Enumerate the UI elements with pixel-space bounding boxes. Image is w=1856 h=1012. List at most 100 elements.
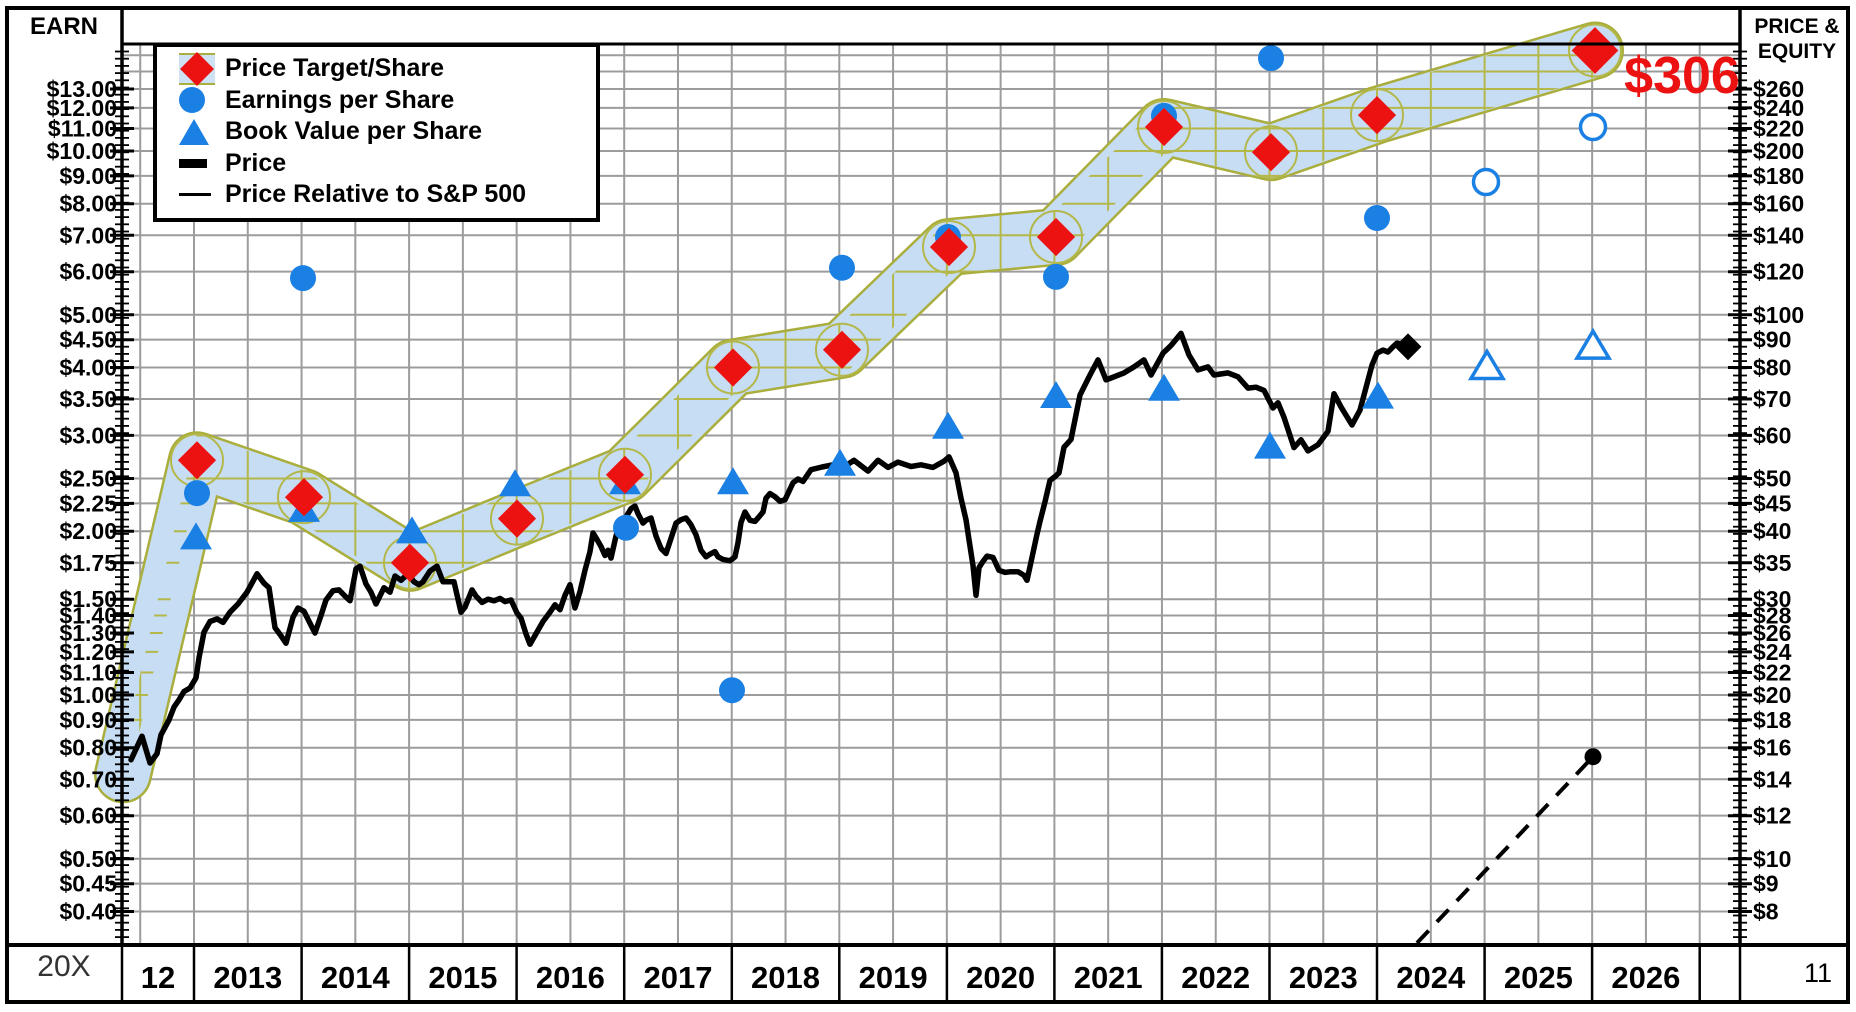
svg-text:$140: $140 [1753,222,1804,248]
right-axis-title-line2: EQUITY [1757,40,1837,63]
svg-text:2019: 2019 [859,960,928,995]
svg-text:12: 12 [141,960,175,995]
svg-text:$160: $160 [1753,191,1804,217]
page-number: 11 [1804,958,1833,988]
svg-text:$0.40: $0.40 [59,899,117,925]
svg-text:$220: $220 [1753,116,1804,142]
svg-text:$4.00: $4.00 [59,355,117,381]
svg-text:$26: $26 [1753,620,1791,646]
legend-item-price-target: Price Target/Share [179,51,596,86]
svg-text:$120: $120 [1753,259,1804,285]
svg-text:$2.00: $2.00 [59,518,117,544]
blue-triangle-icon [179,118,225,145]
legend-item-book-value: Book Value per Share [179,116,596,148]
svg-text:$9.00: $9.00 [59,163,117,189]
svg-text:$1.00: $1.00 [59,682,117,708]
svg-text:$8: $8 [1753,899,1779,925]
svg-text:$1.50: $1.50 [59,586,117,612]
svg-text:$0.60: $0.60 [59,803,117,829]
book-value-points [180,327,1613,550]
svg-text:$40: $40 [1753,518,1791,544]
axes [6,9,1848,947]
svg-text:$9: $9 [1753,871,1779,897]
svg-text:$0.50: $0.50 [59,846,117,872]
svg-text:$0.90: $0.90 [59,707,117,733]
svg-text:$100: $100 [1753,302,1804,328]
svg-text:$0.70: $0.70 [59,766,117,792]
svg-text:$12.00: $12.00 [47,95,117,121]
outer-border [5,6,1850,1004]
svg-text:$0.45: $0.45 [59,871,117,897]
svg-text:$10: $10 [1753,846,1791,872]
legend-box: Price Target/Share Earnings per Share Bo… [153,43,600,222]
svg-text:2013: 2013 [213,960,282,995]
svg-text:$0.80: $0.80 [59,735,117,761]
svg-text:$90: $90 [1753,327,1791,353]
svg-text:$35: $35 [1753,550,1792,576]
price-target-annotation: $306 [1624,47,1740,105]
axis-labels: $13.00$12.00$11.00$10.00$9.00$8.00 $7.00 $… [47,76,1805,925]
svg-text:$20: $20 [1753,682,1791,708]
svg-text:$16: $16 [1753,735,1791,761]
svg-text:$8.00: $8.00 [59,191,117,217]
blue-circle-icon [179,87,225,114]
svg-text:$6.00: $6.00 [59,259,117,285]
legend-label: Book Value per Share [225,117,483,146]
svg-text:$1.75: $1.75 [59,550,117,576]
svg-text:$2.50: $2.50 [59,466,117,492]
svg-text:$180: $180 [1753,163,1804,189]
svg-text:$30: $30 [1753,586,1791,612]
svg-text:$1.20: $1.20 [59,639,117,665]
svg-text:2020: 2020 [966,960,1035,995]
legend-item-price: Price [179,148,596,180]
svg-text:$12: $12 [1753,803,1791,829]
year-axis: 12 2013 2014 2015 2016 2017 2018 2019 2020 2021 20… [120,945,1742,1001]
svg-text:$7.00: $7.00 [59,222,117,248]
right-axis-title-line1: PRICE & [1754,15,1840,38]
svg-text:2016: 2016 [536,960,605,995]
svg-text:$22: $22 [1753,660,1791,686]
thin-line-icon [179,193,225,197]
right-axis-title: PRICE & EQUITY [1744,14,1850,64]
svg-text:$3.00: $3.00 [59,422,117,448]
svg-text:2021: 2021 [1074,960,1143,995]
legend-label: Price Relative to S&P 500 [225,180,527,209]
svg-text:$2.25: $2.25 [59,490,117,516]
svg-text:2022: 2022 [1181,960,1250,995]
svg-text:$18: $18 [1753,707,1792,733]
svg-text:$260: $260 [1753,76,1804,102]
projection-dashed-line [1415,748,1602,945]
svg-text:$11.00: $11.00 [48,116,117,142]
svg-text:$10.00: $10.00 [47,138,117,164]
svg-text:$200: $200 [1753,138,1804,164]
svg-text:2018: 2018 [751,960,820,995]
svg-text:$1.10: $1.10 [59,660,117,686]
svg-text:$14: $14 [1753,766,1792,792]
svg-text:$3.50: $3.50 [59,386,117,412]
legend-item-eps: Earnings per Share [179,85,596,117]
svg-text:$60: $60 [1753,422,1791,448]
eps-points [184,45,1608,704]
svg-text:$240: $240 [1753,95,1804,121]
legend-label: Earnings per Share [225,85,455,114]
svg-text:2014: 2014 [321,960,391,995]
thick-bar-icon [179,158,225,168]
svg-text:$1.40: $1.40 [59,603,117,629]
legend-label: Price [225,148,287,177]
svg-text:2024: 2024 [1396,960,1466,995]
svg-text:$13.00: $13.00 [47,76,117,102]
svg-text:$24: $24 [1753,639,1792,665]
svg-text:2023: 2023 [1289,960,1358,995]
svg-text:$45: $45 [1753,490,1792,516]
red-diamond-icon [179,51,225,86]
left-axis-title: EARN [30,13,99,40]
svg-text:2026: 2026 [1611,960,1680,995]
svg-text:$1.30: $1.30 [59,620,117,646]
pe-multiple-label: 20X [37,950,91,983]
svg-text:2017: 2017 [644,960,713,995]
legend-label: Price Target/Share [225,54,445,83]
svg-text:2025: 2025 [1504,960,1573,995]
svg-text:$80: $80 [1753,355,1791,381]
svg-text:$70: $70 [1753,386,1791,412]
